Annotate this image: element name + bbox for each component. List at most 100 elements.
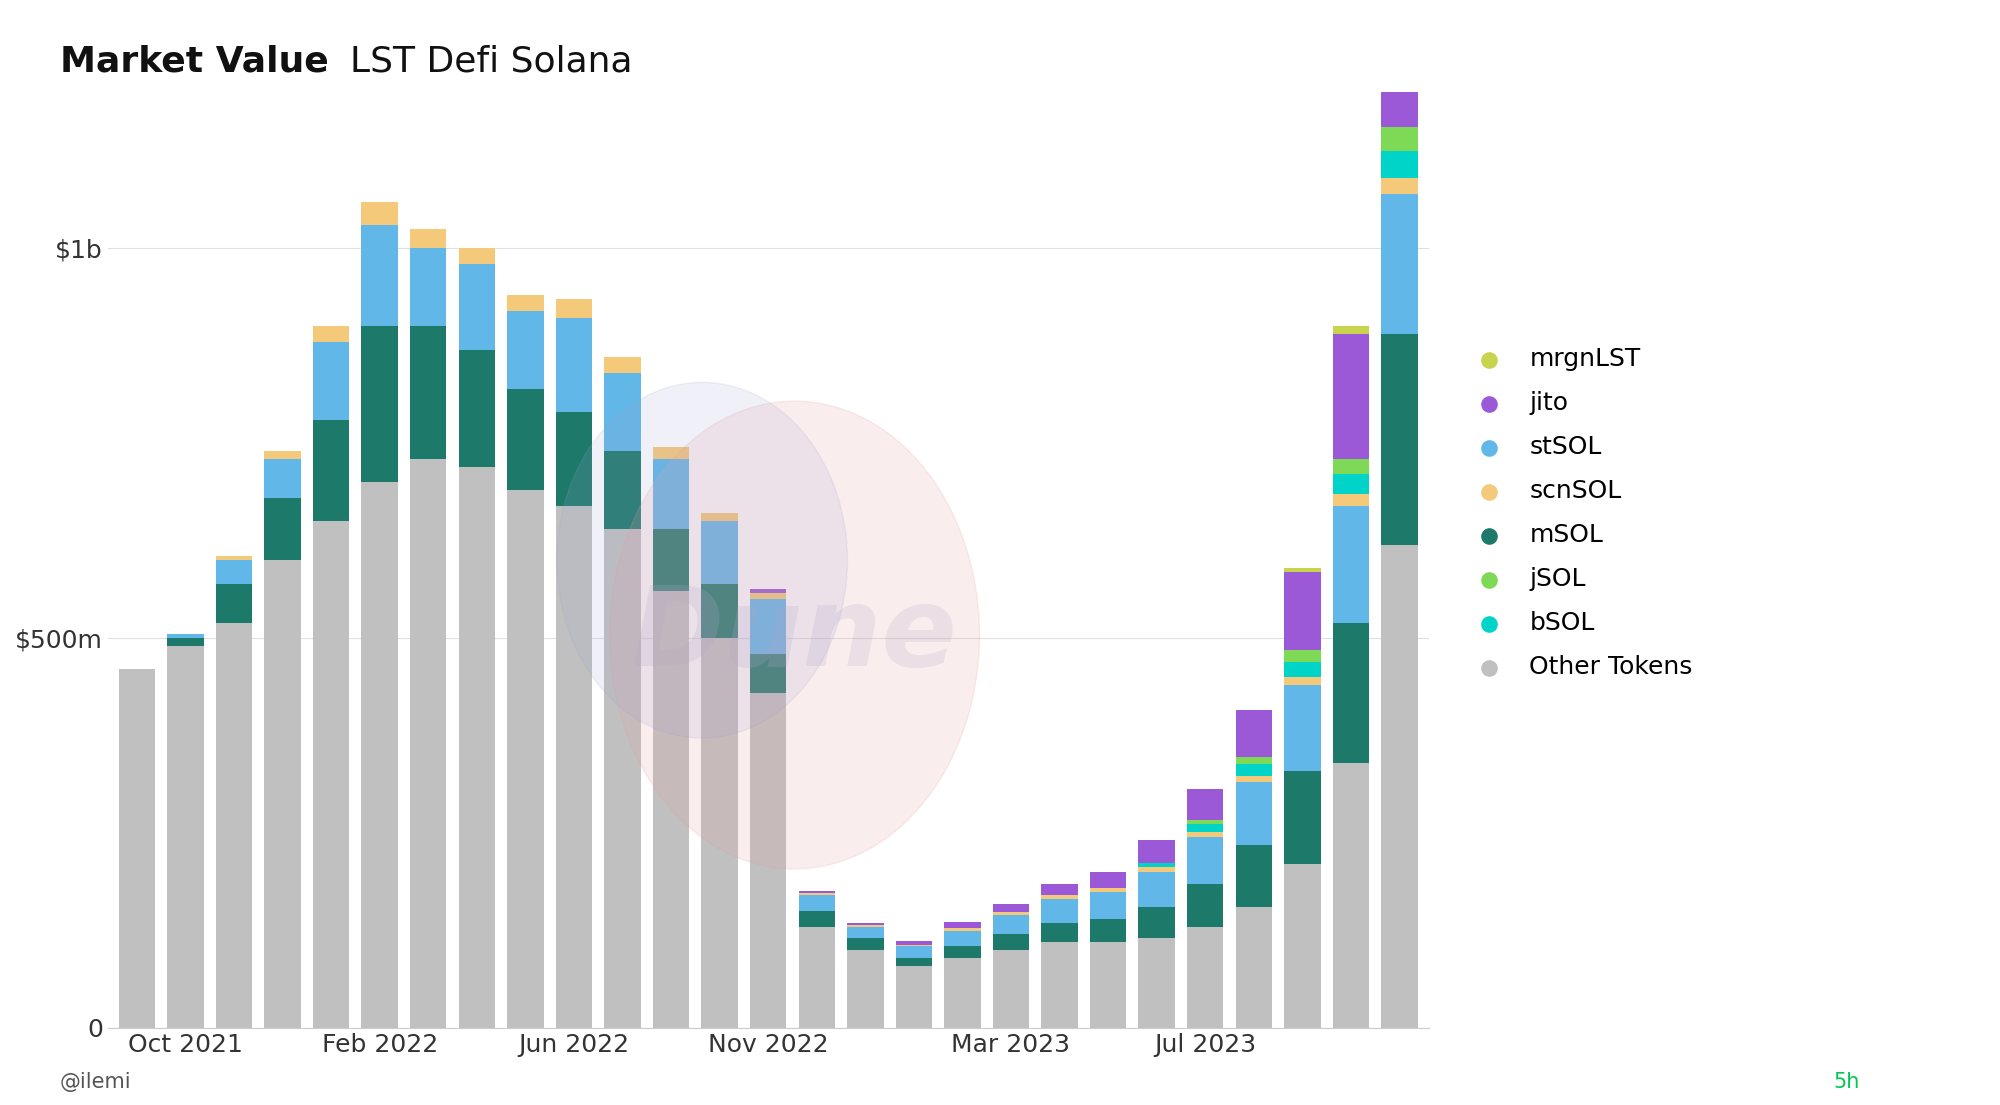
Bar bbox=[216, 583, 252, 622]
Bar bbox=[896, 946, 932, 958]
Bar bbox=[168, 639, 204, 646]
Bar bbox=[1236, 782, 1272, 844]
Bar bbox=[1382, 178, 1418, 193]
Bar bbox=[750, 599, 786, 654]
Bar bbox=[1284, 650, 1320, 662]
Bar bbox=[1236, 844, 1272, 907]
Bar bbox=[1332, 474, 1370, 494]
Bar bbox=[848, 927, 884, 938]
Bar bbox=[1138, 872, 1174, 907]
Bar bbox=[1382, 545, 1418, 1028]
Bar bbox=[1382, 150, 1418, 178]
Bar bbox=[1138, 938, 1174, 1028]
Bar bbox=[896, 945, 932, 946]
Text: Dune: Dune bbox=[632, 581, 958, 688]
Bar bbox=[848, 938, 884, 950]
Bar bbox=[312, 341, 350, 420]
Bar bbox=[1284, 568, 1320, 572]
Bar bbox=[604, 357, 640, 373]
Bar bbox=[848, 950, 884, 1028]
Bar bbox=[652, 448, 690, 459]
Bar bbox=[1382, 127, 1418, 150]
Bar bbox=[1090, 872, 1126, 887]
Bar bbox=[458, 264, 496, 349]
Bar bbox=[652, 459, 690, 529]
Bar bbox=[556, 412, 592, 506]
Bar bbox=[264, 459, 300, 497]
Bar bbox=[1236, 907, 1272, 1028]
Bar bbox=[848, 925, 884, 927]
Bar bbox=[458, 349, 496, 466]
Bar bbox=[1188, 820, 1224, 823]
Bar bbox=[896, 958, 932, 966]
Bar bbox=[1332, 506, 1370, 622]
Bar bbox=[944, 958, 980, 1028]
Bar bbox=[312, 326, 350, 341]
Bar bbox=[1332, 762, 1370, 1028]
Bar bbox=[216, 560, 252, 583]
Bar bbox=[508, 295, 544, 311]
Bar bbox=[702, 522, 738, 583]
Bar bbox=[1332, 494, 1370, 506]
Bar bbox=[702, 583, 738, 639]
Bar bbox=[604, 451, 640, 529]
Bar bbox=[362, 482, 398, 1028]
Bar bbox=[1090, 892, 1126, 919]
Bar bbox=[410, 229, 446, 249]
Bar bbox=[410, 249, 446, 326]
Bar bbox=[750, 654, 786, 693]
Bar bbox=[362, 326, 398, 482]
Bar bbox=[1382, 334, 1418, 545]
Bar bbox=[1284, 864, 1320, 1028]
Bar bbox=[1138, 907, 1174, 938]
Bar bbox=[652, 591, 690, 1028]
Bar bbox=[1332, 326, 1370, 334]
Bar bbox=[702, 514, 738, 522]
Bar bbox=[848, 923, 884, 925]
Bar bbox=[216, 556, 252, 560]
Ellipse shape bbox=[556, 382, 848, 738]
Bar bbox=[944, 922, 980, 928]
Bar bbox=[992, 915, 1030, 935]
Bar bbox=[750, 593, 786, 599]
Bar bbox=[1332, 334, 1370, 459]
Bar bbox=[508, 311, 544, 389]
Bar bbox=[1042, 884, 1078, 895]
Bar bbox=[798, 893, 834, 895]
Bar bbox=[1284, 677, 1320, 685]
Bar bbox=[1284, 770, 1320, 864]
Bar bbox=[1332, 622, 1370, 762]
Bar bbox=[1284, 685, 1320, 770]
Bar bbox=[992, 912, 1030, 915]
Bar bbox=[1236, 757, 1272, 765]
Bar bbox=[798, 891, 834, 893]
Bar bbox=[1042, 895, 1078, 899]
Bar bbox=[1332, 459, 1370, 474]
Bar bbox=[604, 529, 640, 1028]
Bar bbox=[1188, 884, 1224, 927]
Bar bbox=[1382, 0, 1418, 127]
Bar bbox=[1236, 709, 1272, 757]
Text: Market Value: Market Value bbox=[60, 44, 328, 78]
Bar bbox=[1188, 831, 1224, 836]
Bar bbox=[1284, 662, 1320, 677]
Bar bbox=[1090, 943, 1126, 1028]
Bar bbox=[702, 639, 738, 1028]
Bar bbox=[556, 299, 592, 318]
Bar bbox=[798, 911, 834, 927]
Bar bbox=[264, 497, 300, 560]
Bar bbox=[1188, 927, 1224, 1028]
Bar bbox=[1042, 943, 1078, 1028]
Bar bbox=[1284, 572, 1320, 650]
Bar bbox=[1090, 887, 1126, 892]
Bar bbox=[508, 389, 544, 490]
Bar bbox=[1138, 867, 1174, 872]
Bar bbox=[944, 930, 980, 946]
Bar bbox=[556, 506, 592, 1028]
Bar bbox=[264, 560, 300, 1028]
Bar bbox=[458, 249, 496, 264]
Bar bbox=[264, 451, 300, 459]
Bar bbox=[944, 928, 980, 930]
Bar bbox=[168, 646, 204, 1028]
Bar bbox=[168, 634, 204, 639]
